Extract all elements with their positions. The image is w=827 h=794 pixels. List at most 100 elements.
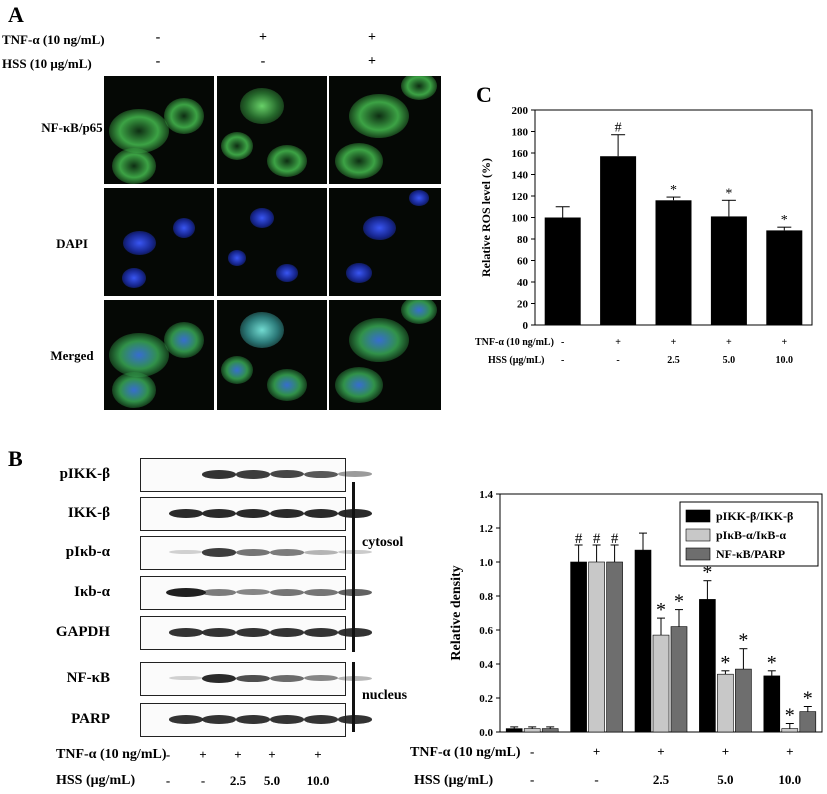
cell-blob [173,218,195,238]
cell-blob [112,148,156,184]
blot-band [236,589,270,596]
panel-a-sign: + [368,54,376,69]
blot-label: pIKK-β [59,466,110,482]
density-bar [505,728,523,733]
blot-label: NF-κB [66,670,110,686]
blot-band [236,674,270,683]
panel-a-letter: A [8,2,24,27]
panel-a-sign: - [155,54,161,69]
blot-label: IKK-β [67,505,110,521]
tnf-value: - [530,744,534,759]
y-tick-label: 0.8 [479,591,493,603]
density-bar [670,626,688,733]
blot-treatment-value: - [165,773,171,788]
blot-band [169,628,203,637]
blot-band [169,509,203,518]
significance-mark: * [725,186,732,201]
cell-blob [409,190,429,206]
blot-treatment-value: 2.5 [229,773,247,788]
micrograph-blue [217,188,327,296]
blot-band [169,549,203,555]
panel-a-sign: - [155,30,161,45]
y-tick-label: 100 [512,213,529,225]
micrograph-merged [104,300,214,410]
significance-mark: # [611,531,619,547]
blot-band [270,674,304,682]
significance-mark: * [670,183,677,198]
tnf-value: + [615,337,621,348]
tnf-value: + [657,744,664,759]
cell-blob [221,132,253,160]
significance-mark: * [702,562,712,584]
cell-blob [109,109,169,153]
micrograph-blue [104,188,214,296]
hss-value: - [594,772,598,787]
density-bar [717,673,734,733]
blot-band [338,628,372,637]
y-tick-label: 80 [517,234,529,246]
density-bar [781,728,799,733]
blot-band [304,715,338,724]
tnf-value: + [671,337,677,348]
micrograph-green [329,76,441,184]
blot-membrane [140,458,372,492]
blot-treatment-label: HSS (μg/mL) [56,773,136,788]
blot-band [236,470,270,479]
blot-band [304,549,338,555]
density-bar-chart: 0.0 0.2 0.4 0.6 0.8 1.0 1.2 1.4 Relative density… [410,489,823,788]
significance-mark: * [738,630,748,652]
significance-mark: * [720,652,730,674]
y-tick-label: 20 [517,299,529,311]
cell-blob [267,145,307,177]
blot-band [236,715,270,724]
row-label-hss: HSS (μg/mL) [488,355,545,366]
blot-band [166,588,206,597]
hss-value: - [616,355,619,366]
significance-mark: # [575,531,583,547]
blot-label: PARP [71,711,110,727]
cell-blob [121,268,147,288]
cell-blob [345,263,373,283]
y-axis-label: Relative density [449,565,464,660]
cell-blob [240,312,284,348]
density-bar [634,549,652,733]
blot-band [270,549,304,556]
density-bar [763,675,781,733]
blot-treatment-label: TNF-α (10 ng/mL) [56,747,167,762]
blot-band [202,548,236,557]
cell-blob [221,356,253,384]
nucleus-label: nucleus [362,688,408,703]
blot-label: pIκb-α [65,544,110,560]
blot-membrane [140,576,372,610]
ros-bar [710,216,747,325]
blot-band [236,628,270,637]
hss-value: - [530,772,534,787]
density-bar [588,561,605,733]
blot-band [236,509,270,518]
tnf-value: + [781,337,787,348]
blot-band [338,509,372,518]
tnf-value: + [786,744,793,759]
ros-bar-chart: 0 20 40 60 80 100 120 140 160 180 200 Relative ROS … [475,105,813,366]
density-bar [699,599,716,733]
y-tick-label: 1.2 [479,523,493,535]
legend-entry: NF-κB/PARP [716,547,785,561]
row-label-hss: HSS (μg/mL) [414,773,493,788]
micrograph-green [104,76,214,184]
y-tick-label: 160 [512,148,529,160]
density-bar [799,711,817,733]
hss-value: - [561,355,564,366]
tnf-value: + [726,337,732,348]
blot-band [202,509,236,518]
blot-band [270,715,304,724]
y-axis-label: Relative ROS level (%) [479,158,493,277]
hss-value: 5.0 [717,772,733,787]
blot-band [270,628,304,637]
hss-value: 2.5 [667,355,680,366]
blot-treatment-value: - [165,747,171,762]
cell-blob [122,230,156,256]
row-label-tnf: TNF-α (10 ng/mL) [410,745,521,760]
hss-value: 2.5 [653,772,670,787]
cell-blob [240,88,284,124]
cell-blob [112,372,156,408]
